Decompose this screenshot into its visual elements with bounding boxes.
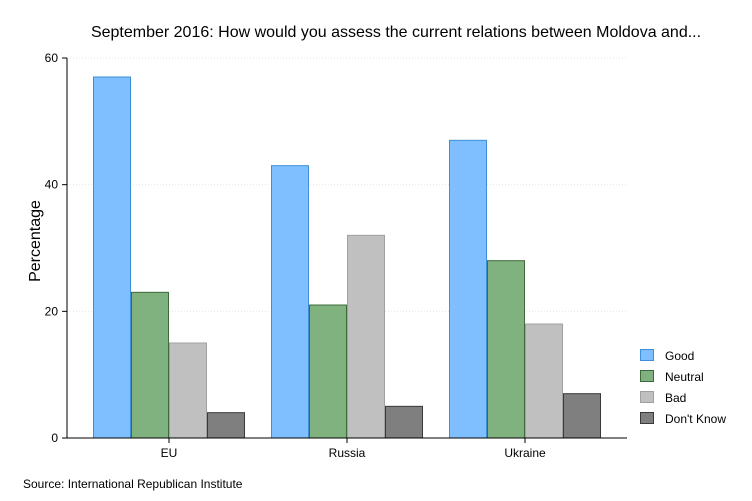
- legend-label: Neutral: [665, 370, 704, 384]
- bar: [93, 76, 131, 439]
- legend-swatch: [640, 391, 654, 403]
- x-tick-label: Ukraine: [504, 446, 546, 460]
- y-tick-label: 20: [45, 304, 59, 318]
- y-axis-label: Percentage: [27, 200, 44, 282]
- bar: [309, 304, 347, 439]
- y-tick-label: 60: [45, 51, 59, 65]
- chart-title: September 2016: How would you assess the…: [91, 24, 701, 41]
- legend-swatch: [640, 370, 654, 382]
- y-ticks: 0 20 40 60: [45, 51, 67, 445]
- bar: [385, 405, 423, 439]
- bar: [347, 234, 385, 439]
- legend-swatch: [640, 349, 654, 361]
- bar: [207, 412, 245, 439]
- bar: [169, 342, 207, 439]
- bar: [449, 139, 487, 439]
- bar: [131, 291, 169, 439]
- bar: [525, 323, 563, 439]
- x-ticks: EU Russia Ukraine: [161, 438, 546, 460]
- legend: Good Neutral Bad Don't Know: [640, 349, 726, 426]
- y-tick-label: 40: [45, 178, 59, 192]
- bars: [93, 76, 601, 439]
- legend-label: Bad: [665, 391, 686, 405]
- legend-label: Don't Know: [665, 412, 726, 426]
- bar: [487, 260, 525, 439]
- legend-label: Good: [665, 349, 694, 363]
- source-note: Source: International Republican Institu…: [23, 477, 243, 491]
- bar: [271, 165, 309, 439]
- legend-swatch: [640, 412, 654, 424]
- bar: [563, 393, 601, 439]
- x-tick-label: Russia: [329, 446, 366, 460]
- y-tick-label: 0: [51, 431, 58, 445]
- x-tick-label: EU: [161, 446, 178, 460]
